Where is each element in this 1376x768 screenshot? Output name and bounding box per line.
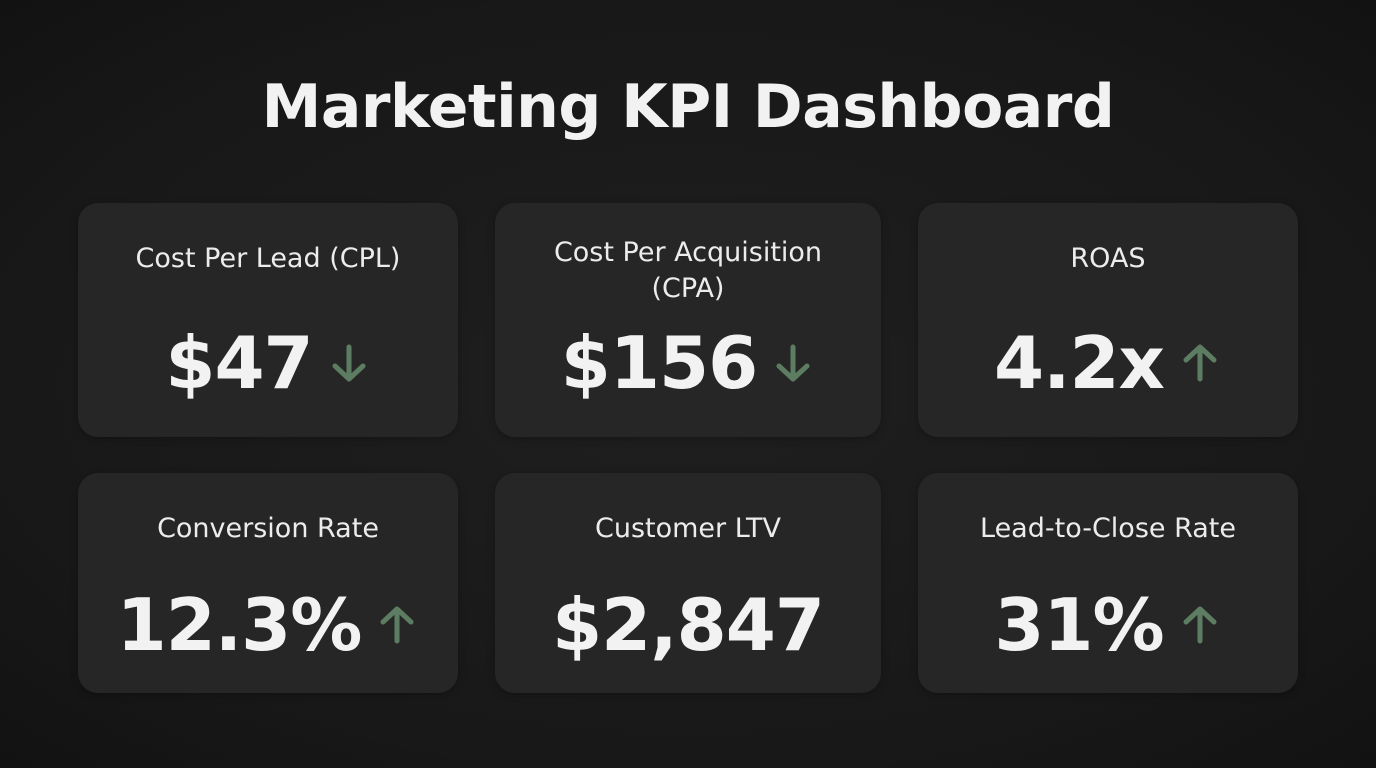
kpi-card: Lead-to-Close Rate 31% (918, 473, 1298, 693)
kpi-label: Customer LTV (594, 513, 782, 544)
kpi-card: Customer LTV $2,847 (495, 473, 881, 693)
kpi-label: Lead-to-Close Rate (980, 513, 1236, 544)
kpi-value-row: $47 (78, 321, 458, 405)
kpi-label: Conversion Rate (157, 513, 379, 544)
kpi-value: 12.3% (116, 583, 363, 667)
kpi-card: ROAS 4.2x (918, 203, 1298, 437)
trend-arrow-up (1183, 344, 1217, 382)
kpi-card: Conversion Rate 12.3% (78, 473, 458, 693)
kpi-label: Cost Per Lead (CPL) (135, 243, 401, 274)
kpi-card: Cost Per Lead (CPL) $47 (78, 203, 458, 437)
trend-arrow-up (380, 606, 414, 644)
kpi-card: Cost Per Acquisition (CPA) $156 (495, 203, 881, 437)
kpi-label: ROAS (1070, 243, 1146, 274)
trend-arrow-up (1183, 606, 1217, 644)
trend-arrow-down (332, 344, 366, 382)
kpi-value-row: $156 (495, 321, 881, 405)
kpi-value-row: 4.2x (918, 321, 1298, 405)
kpi-label: Cost Per Acquisition (CPA) (553, 237, 823, 304)
trend-arrow-down (776, 344, 810, 382)
kpi-value-row: $2,847 (495, 583, 881, 667)
kpi-value: 31% (994, 583, 1164, 667)
kpi-value: $156 (560, 321, 758, 405)
kpi-value: 4.2x (994, 321, 1165, 405)
dashboard-title: Marketing KPI Dashboard (261, 72, 1115, 142)
kpi-value-row: 31% (918, 583, 1298, 667)
kpi-value: $2,847 (552, 583, 825, 667)
kpi-value: $47 (165, 321, 313, 405)
kpi-value-row: 12.3% (78, 583, 458, 667)
